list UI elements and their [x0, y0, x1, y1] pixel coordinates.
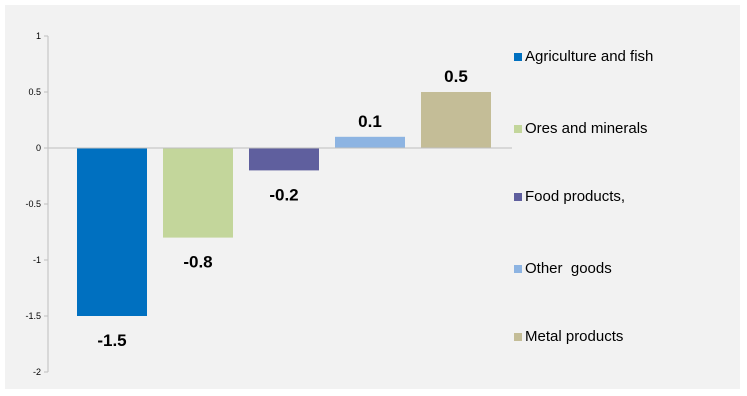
y-tick-label: -2: [33, 367, 41, 377]
y-tick-label: 0.5: [28, 87, 41, 97]
y-tick-label: -1: [33, 255, 41, 265]
bar-1: [77, 148, 147, 316]
chart-legend: Agriculture and fish Ores and minerals Foo…: [514, 38, 734, 358]
legend-swatch: [514, 124, 522, 133]
legend-swatch: [514, 264, 522, 273]
legend-item: Agriculture and fish: [514, 48, 653, 65]
legend-label: Agriculture and fish: [525, 48, 654, 65]
data-label: -1.5: [97, 331, 126, 350]
y-tick-label: 0: [36, 143, 41, 153]
legend-swatch: [514, 52, 522, 61]
bar-3: [249, 148, 319, 171]
bar-2: [163, 148, 233, 238]
data-label: 0.5: [444, 67, 468, 86]
legend-item: Other goods: [514, 260, 612, 277]
legend-swatch: [514, 192, 522, 201]
data-label: -0.2: [269, 185, 298, 204]
legend-label: Other goods: [525, 260, 612, 277]
legend-item: Food products,: [514, 188, 625, 205]
y-tick-label: -0.5: [25, 199, 41, 209]
legend-label: Ores and minerals: [525, 120, 648, 137]
legend-swatch: [514, 332, 522, 341]
bar-5: [421, 92, 491, 148]
bar-4: [335, 136, 405, 148]
legend-item: Ores and minerals: [514, 120, 648, 137]
y-tick-label: -1.5: [25, 311, 41, 321]
data-label: -0.8: [183, 253, 212, 272]
legend-label: Food products,: [525, 188, 626, 205]
data-label: 0.1: [358, 112, 382, 131]
legend-item: Metal products: [514, 328, 623, 345]
y-tick-label: 1: [36, 31, 41, 41]
legend-label: Metal products: [525, 328, 624, 345]
